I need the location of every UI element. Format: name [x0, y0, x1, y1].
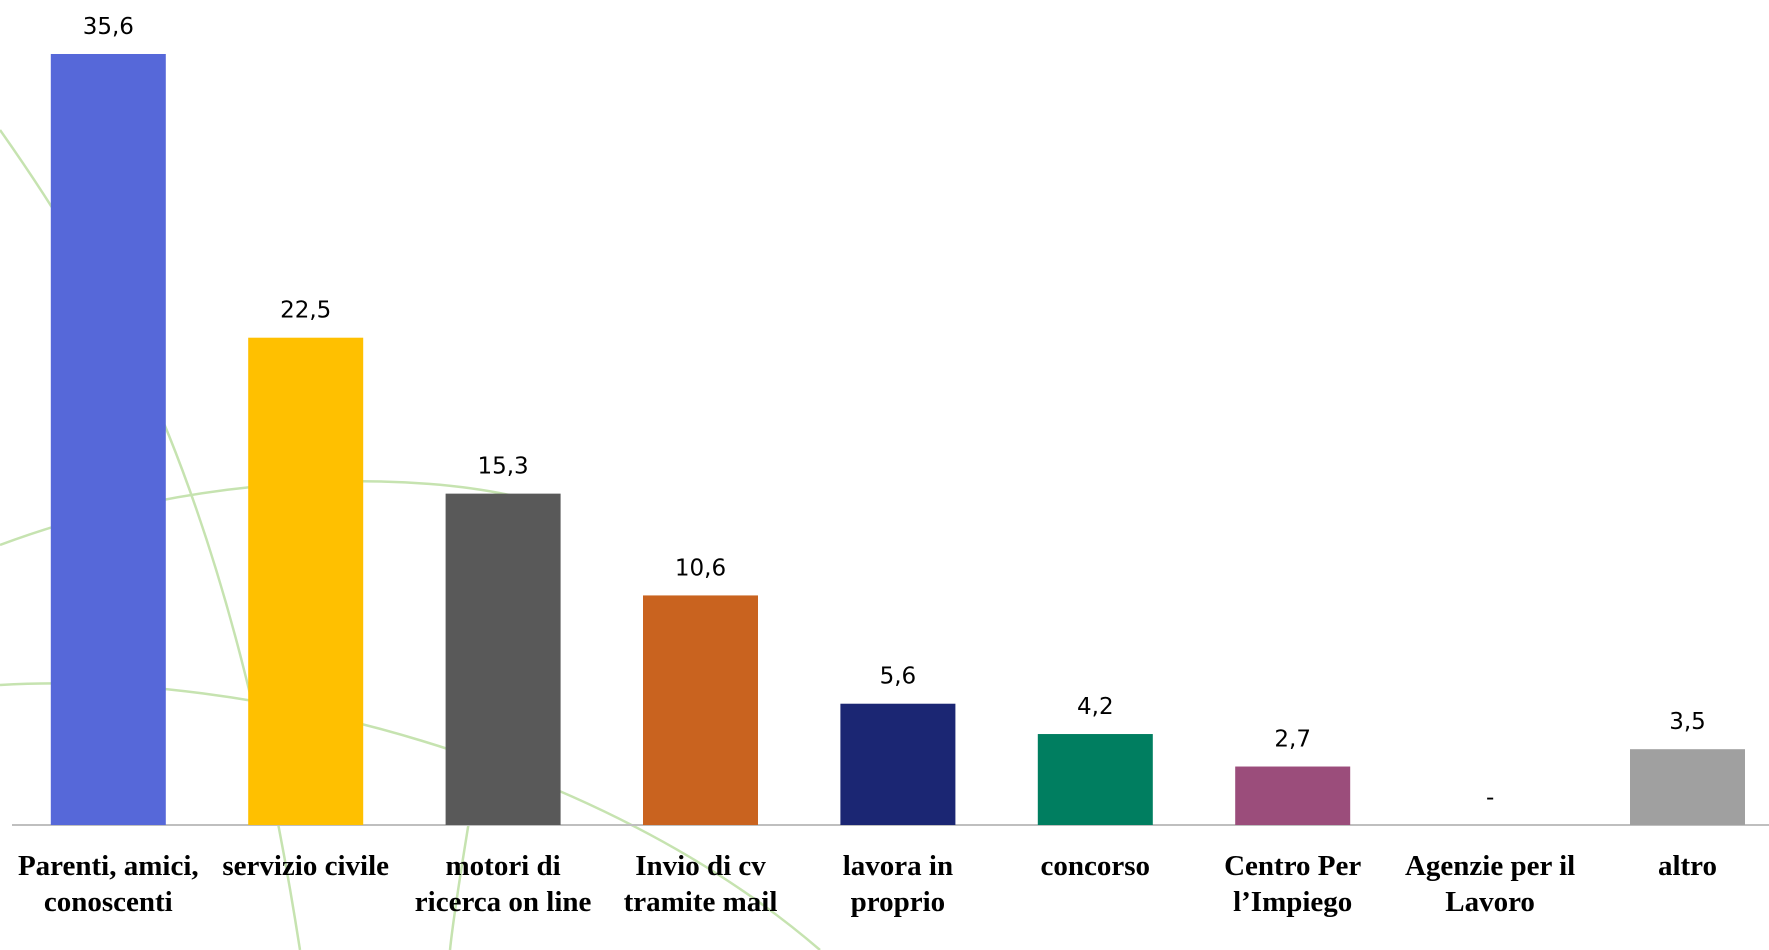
x-tick-label: motori di ricerca on line	[414, 850, 592, 918]
value-label: 5,6	[880, 664, 917, 690]
bar	[840, 703, 956, 825]
bar	[50, 53, 166, 825]
x-tick-label: Parenti, amici, conoscenti	[17, 850, 199, 918]
bar	[1037, 734, 1153, 825]
value-label: -	[1486, 785, 1494, 811]
x-tick-label: servizio civile	[222, 850, 390, 882]
bar	[248, 337, 364, 825]
x-tick-label: concorso	[1040, 850, 1151, 882]
value-label: 10,6	[675, 555, 726, 581]
bar	[1630, 749, 1745, 825]
x-tick-label: altro	[1657, 850, 1718, 882]
value-label: 4,2	[1077, 694, 1114, 720]
x-tick-label: Centro Per l’Impiego	[1224, 850, 1362, 918]
x-tick-label: Invio di cv tramite mail	[623, 850, 778, 918]
value-label: 15,3	[477, 454, 528, 480]
value-label: 3,5	[1669, 709, 1706, 735]
value-label: 22,5	[280, 298, 331, 324]
value-label: 2,7	[1274, 727, 1311, 753]
bar	[445, 493, 561, 825]
x-tick-label: lavora in proprio	[842, 850, 954, 918]
x-tick-label: Agenzie per il Lavoro	[1404, 850, 1576, 918]
value-label: 35,6	[83, 14, 134, 40]
bar	[643, 595, 758, 825]
bar	[1235, 766, 1351, 825]
